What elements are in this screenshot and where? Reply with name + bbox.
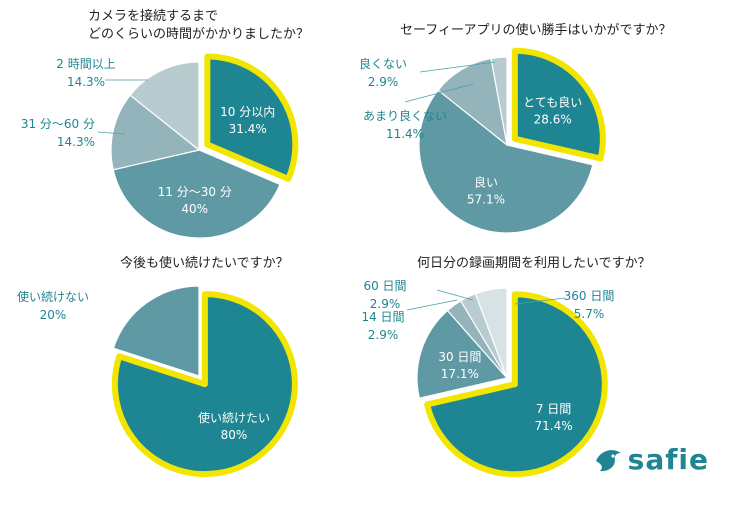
slice-label: 使い続けたい <box>198 410 270 425</box>
slice-label: 10 分以内 <box>220 105 275 119</box>
chart-title: カメラを接続するまで どのくらいの時間がかかりましたか？ <box>88 9 310 42</box>
pie-slices <box>418 47 606 234</box>
slice-percent: 71.4% <box>534 419 572 433</box>
logo-text: safie <box>627 443 709 476</box>
pie-slice <box>511 47 606 162</box>
slice-label: 31 分〜60 分 <box>21 117 95 131</box>
slice-percent: 80% <box>221 428 248 442</box>
pie-labels: とても良い 28.6% 良い 57.1% あまり良くない 11.4% 良くない 2.9% <box>359 56 582 207</box>
pie-labels: 使い続けたい 80% 使い続けない 20% <box>17 289 270 442</box>
slice-label: 60 日間 <box>363 279 406 293</box>
leader-line <box>436 289 474 301</box>
safie-bird-icon <box>595 449 621 471</box>
leader-line <box>419 61 496 73</box>
pie-slice <box>490 56 508 146</box>
slice-percent: 31.4% <box>229 122 267 136</box>
slice-label: 良くない <box>359 56 407 71</box>
chart-title: 今後も使い続けたいですか？ <box>120 256 289 271</box>
slice-percent: 5.7% <box>574 307 605 321</box>
pie-slice <box>204 53 299 182</box>
slice-percent: 2.9% <box>368 328 399 342</box>
pie-labels: 10 分以内 31.4% 11 分〜30 分 40% 31 分〜60 分 14.3% 2 時… <box>21 57 275 216</box>
slice-label: 7 日間 <box>536 402 571 416</box>
slice-label: 使い続けない <box>17 289 89 304</box>
chart-panel-continue-use: 今後も使い続けたいですか？ 使い続けたい 80% 使い続けない 20% <box>0 256 365 516</box>
pie-chart-continue-use: 使い続けたい 80% 使い続けない 20% <box>17 285 298 478</box>
leader-line <box>404 83 474 103</box>
chart-title: 何日分の録画期間を利用したいですか？ <box>417 256 651 271</box>
slice-label: 良い <box>474 175 498 190</box>
pie-slice <box>416 309 508 399</box>
slice-percent: 57.1% <box>467 193 505 207</box>
leader-line <box>97 131 126 135</box>
leader-line <box>514 297 566 305</box>
slice-label: 30 日間 <box>438 350 481 364</box>
slice-label: 2 時間以上 <box>56 57 115 71</box>
slice-label: 11 分〜30 分 <box>158 185 232 199</box>
slice-label: 14 日間 <box>361 310 404 324</box>
pie-slice <box>129 61 200 151</box>
chart-title: セーフィーアプリの使い勝手はいかがですか？ <box>400 23 672 38</box>
leader-line <box>406 299 458 311</box>
slice-percent: 14.3% <box>57 135 95 149</box>
pie-slices <box>110 53 299 239</box>
slice-percent: 17.1% <box>441 367 479 381</box>
pie-slice <box>111 291 298 478</box>
slice-percent: 40% <box>181 202 208 216</box>
chart-panel-app-usability: セーフィーアプリの使い勝手はいかがですか？ とても良い 28.6% 良い 57.1% あ… <box>359 0 729 258</box>
pie-chart-connection-time: 10 分以内 31.4% 11 分〜30 分 40% 31 分〜60 分 14.3% 2 時… <box>21 53 299 239</box>
slice-percent: 2.9% <box>370 297 401 311</box>
pie-slice <box>112 285 200 377</box>
chart-panel-recording-period: 何日分の録画期間を利用したいですか？ 7 日間 71.4% 30 日間 17.1% 14… <box>361 256 729 516</box>
pie-slices <box>416 287 608 478</box>
slice-percent: 2.9% <box>368 75 399 89</box>
slice-percent: 20% <box>40 308 67 322</box>
pie-slice <box>474 287 508 379</box>
slice-percent: 14.3% <box>67 75 105 89</box>
slice-percent: 28.6% <box>534 113 572 127</box>
pie-slice <box>424 291 608 478</box>
chart-panel-connection-time: カメラを接続するまで どのくらいの時間がかかりましたか？ 10 分以内 31.4%… <box>0 0 365 258</box>
pie-slice <box>437 57 508 146</box>
slice-label: あまり良くない <box>363 108 447 123</box>
pie-slice <box>418 89 594 234</box>
pie-slices <box>111 285 298 478</box>
pie-chart-app-usability: とても良い 28.6% 良い 57.1% あまり良くない 11.4% 良くない 2.9% <box>359 47 606 234</box>
slice-percent: 11.4% <box>386 127 424 141</box>
pie-slice <box>112 149 281 239</box>
slice-label: 360 日間 <box>564 289 615 303</box>
slice-label: とても良い <box>523 95 582 110</box>
safie-logo: safie <box>594 443 709 476</box>
pie-slice <box>110 94 200 171</box>
